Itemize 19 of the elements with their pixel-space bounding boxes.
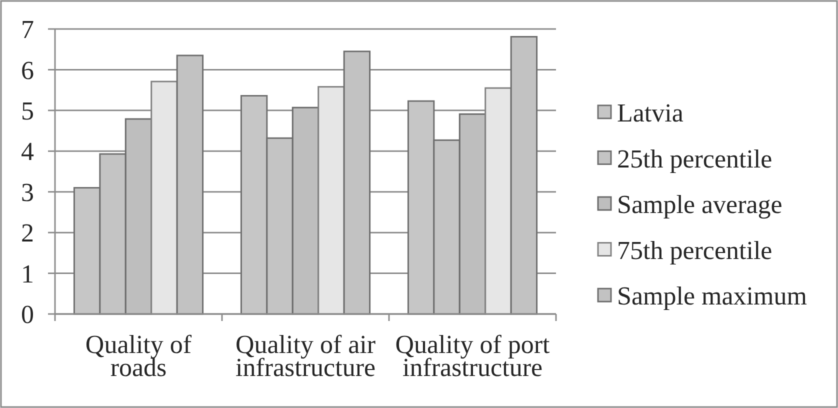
y-tick-label: 6: [21, 56, 34, 85]
y-tick-label: 5: [21, 96, 34, 126]
y-tick-label: 3: [21, 178, 34, 207]
y-tick-label: 4: [21, 137, 34, 166]
bar: [510, 36, 538, 315]
bar: [343, 50, 371, 315]
legend-label: Sample average: [617, 190, 782, 220]
legend-label: 25th percentile: [617, 144, 772, 174]
y-tick-label: 0: [21, 300, 34, 330]
legend-label: Latvia: [617, 98, 684, 128]
x-tick-label: Quality of air infrastructure: [235, 330, 376, 382]
legend-label: 75th percentile: [617, 236, 772, 265]
x-tick-label: Quality of port infrastructure: [395, 330, 551, 382]
legend-label: Sample maximum: [617, 282, 807, 311]
y-tick-label: 2: [21, 218, 34, 248]
y-tick-label: 7: [21, 15, 34, 44]
x-tick-label: Quality of roads: [85, 330, 192, 382]
bar: [176, 54, 204, 315]
y-tick-label: 1: [21, 259, 34, 288]
